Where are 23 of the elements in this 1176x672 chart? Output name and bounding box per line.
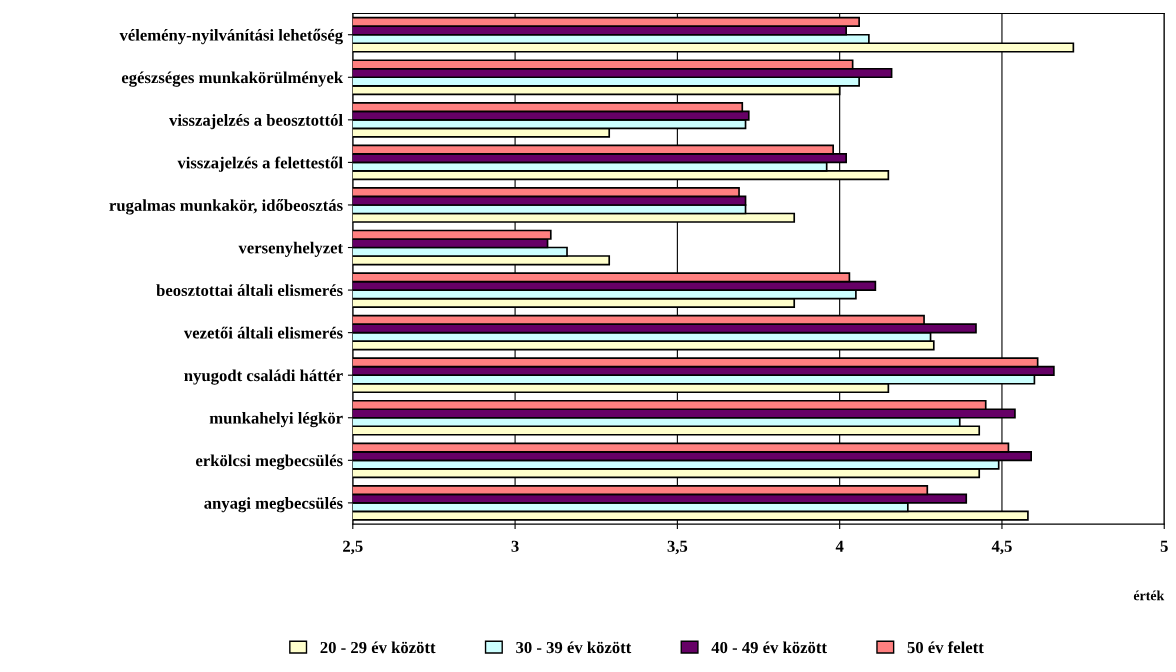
y-tick-label: visszajelzés a beosztottól [169, 114, 343, 130]
y-tick-label: erkölcsi megbecsülés [195, 454, 343, 470]
x-tick-label: 3,5 [667, 540, 688, 555]
y-tick-label: vezetői általi elismerés [183, 326, 343, 339]
y-tick-label: egészséges munkakörülmények [121, 71, 344, 87]
x-tick-label: 4 [835, 540, 844, 552]
x-tick-label: 3 [511, 540, 519, 552]
x-tick-label: 2,5 [343, 540, 363, 555]
legend-label: 30 - 39 év között [516, 641, 632, 654]
y-tick-label: rugalmas munkakör, időbeosztás [109, 199, 343, 215]
y-tick-label: munkahelyi légkör [209, 411, 343, 428]
x-axis-title: érték [1133, 590, 1165, 601]
y-tick-label: anyagi megbecsülés [204, 497, 343, 513]
y-tick-label: beosztottai általi elismerés [156, 284, 343, 297]
x-tick-label: 5 [1160, 540, 1168, 552]
x-tick-label: 4,5 [991, 540, 1012, 555]
legend-label: 20 - 29 év között [320, 641, 436, 654]
legend-label: 40 - 49 év között [711, 641, 827, 654]
y-tick-label: nyugodt családi háttér [184, 369, 343, 385]
y-tick-label: vélemény-nyilvánítási lehetőség [119, 28, 343, 45]
legend-label: 50 év felett [907, 641, 984, 654]
y-tick-label: versenyhelyzet [238, 241, 343, 257]
y-tick-label: visszajelzés a felettestől [177, 156, 343, 172]
